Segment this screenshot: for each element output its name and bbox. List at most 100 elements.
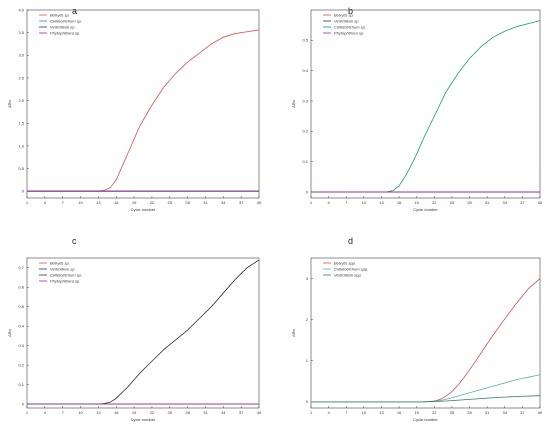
x-tick-label: 4 bbox=[327, 410, 330, 415]
series-line-colletotrichum-spp bbox=[311, 374, 541, 403]
x-axis-label: Cycle number bbox=[131, 417, 156, 422]
y-tick-label: 1.0 bbox=[18, 143, 24, 148]
x-tick-label: 13 bbox=[96, 410, 101, 415]
x-axis-label: Cycle number bbox=[131, 207, 156, 212]
x-axis-label: Cycle number bbox=[413, 207, 438, 212]
chart-panel-d: d 1 4 7 10 13 16 19 22 25 28 31 34 37 40 0 1 2 3 Cycle num… bbox=[291, 236, 543, 422]
x-tick-label: 16 bbox=[114, 200, 119, 205]
panel-label-d: d bbox=[348, 236, 353, 246]
x-tick-label: 31 bbox=[485, 200, 490, 205]
x-tick-label: 16 bbox=[114, 410, 119, 415]
legend-entry: Botrytis sp. bbox=[50, 12, 70, 17]
chart-panel-a: a 1 4 7 10 13 16 19 22 25 28 31 34 37 40 0 0.5 1.0 1.5 2.0… bbox=[7, 6, 262, 212]
legend-entry: Verticillium spp. bbox=[334, 272, 362, 277]
legend-entry: Botrytis sp. bbox=[334, 12, 354, 17]
x-tick-label: 1 bbox=[26, 200, 29, 205]
x-tick-label: 34 bbox=[503, 200, 508, 205]
y-tick-label: 0 bbox=[22, 402, 25, 407]
x-tick-label: 1 bbox=[310, 410, 313, 415]
x-tick-label: 40 bbox=[257, 410, 262, 415]
x-tick-label: 34 bbox=[503, 410, 508, 415]
legend-entry: Verticillium sp. bbox=[334, 18, 360, 23]
x-tick-label: 1 bbox=[310, 200, 313, 205]
y-tick-label: 0.4 bbox=[302, 68, 308, 73]
x-tick-label: 13 bbox=[379, 410, 384, 415]
y-tick-label: 0 bbox=[22, 189, 25, 194]
y-tick-label: 0.7 bbox=[18, 265, 24, 270]
x-tick-label: 28 bbox=[185, 200, 190, 205]
legend-entry: Botrytis sp. bbox=[50, 260, 70, 265]
x-tick-label: 40 bbox=[538, 410, 543, 415]
panel-label-c: c bbox=[72, 236, 77, 246]
x-tick-label: 28 bbox=[467, 200, 472, 205]
plot-frame bbox=[310, 9, 541, 199]
x-tick-label: 19 bbox=[132, 200, 137, 205]
y-tick-label: 1.5 bbox=[18, 121, 24, 126]
y-tick-label: 1 bbox=[306, 358, 309, 363]
y-tick-label: 0.2 bbox=[302, 129, 308, 134]
x-tick-label: 16 bbox=[397, 200, 402, 205]
x-tick-label: 22 bbox=[432, 410, 437, 415]
x-tick-label: 25 bbox=[168, 200, 173, 205]
x-tick-label: 4 bbox=[44, 410, 47, 415]
series-line-colletotrichum-sp bbox=[27, 259, 260, 405]
series-line-botrytis-spp bbox=[311, 278, 541, 403]
y-tick-label: 0.1 bbox=[302, 159, 308, 164]
x-tick-label: 34 bbox=[221, 410, 226, 415]
x-tick-label: 22 bbox=[150, 410, 155, 415]
series-line-colletotrichum-sp bbox=[311, 20, 541, 193]
y-tick-label: 0.6 bbox=[18, 285, 24, 290]
legend-entry: Colletotrichum sp. bbox=[334, 24, 366, 29]
x-tick-label: 7 bbox=[345, 410, 348, 415]
legend-entry: Phytophthora sp. bbox=[50, 278, 80, 283]
plot-frame bbox=[26, 9, 260, 199]
y-tick-label: 3.0 bbox=[18, 53, 24, 58]
x-tick-label: 10 bbox=[362, 410, 367, 415]
x-tick-label: 7 bbox=[62, 200, 65, 205]
x-tick-label: 19 bbox=[414, 410, 419, 415]
series-line-verticillium-spp bbox=[311, 395, 541, 403]
x-tick-label: 28 bbox=[467, 410, 472, 415]
y-tick-label: 0.3 bbox=[302, 98, 308, 103]
y-axis-label: ΔRn bbox=[291, 100, 296, 108]
x-tick-label: 7 bbox=[345, 200, 348, 205]
x-tick-label: 4 bbox=[327, 200, 330, 205]
y-tick-label: 4.0 bbox=[18, 7, 24, 12]
x-tick-label: 16 bbox=[397, 410, 402, 415]
x-tick-label: 40 bbox=[538, 200, 543, 205]
x-tick-label: 37 bbox=[520, 200, 525, 205]
y-tick-label: 0.5 bbox=[302, 38, 308, 43]
x-tick-label: 25 bbox=[450, 410, 455, 415]
y-tick-label: 2.5 bbox=[18, 75, 24, 80]
x-tick-label: 31 bbox=[203, 200, 208, 205]
y-tick-label: 2 bbox=[306, 317, 309, 322]
y-tick-label: 0.3 bbox=[18, 343, 24, 348]
plot-frame bbox=[310, 257, 541, 409]
x-tick-label: 34 bbox=[221, 200, 226, 205]
x-tick-label: 19 bbox=[414, 200, 419, 205]
plot-frame bbox=[26, 257, 260, 409]
x-tick-label: 10 bbox=[362, 200, 367, 205]
y-tick-label: 3 bbox=[306, 276, 309, 281]
panel-label-a: a bbox=[72, 6, 77, 16]
x-tick-label: 22 bbox=[150, 200, 155, 205]
chart-panel-c: c 1 4 7 10 13 16 19 22 25 28 31 34 37 40 0 0.1 0.2 0.3 0.4… bbox=[7, 236, 262, 422]
x-tick-label: 28 bbox=[185, 410, 190, 415]
y-tick-label: 0 bbox=[306, 399, 309, 404]
legend-entry: Verticillium sp. bbox=[50, 266, 76, 271]
x-axis-label: Cycle number bbox=[413, 417, 438, 422]
legend-entry: Verticillium sp. bbox=[50, 24, 76, 29]
x-tick-label: 1 bbox=[26, 410, 29, 415]
x-tick-label: 13 bbox=[96, 200, 101, 205]
series-line-botrytis-sp bbox=[27, 29, 260, 192]
y-axis-label: ΔRn bbox=[7, 100, 12, 108]
y-tick-label: 2.0 bbox=[18, 98, 24, 103]
legend-entry: Colletotrichum sp. bbox=[50, 272, 82, 277]
y-tick-label: 0.1 bbox=[18, 382, 24, 387]
y-axis-label: ΔRn bbox=[7, 329, 12, 337]
legend-entry: Phytophthora sp. bbox=[50, 30, 80, 35]
x-tick-label: 40 bbox=[257, 200, 262, 205]
x-tick-label: 13 bbox=[379, 200, 384, 205]
y-tick-label: 0.4 bbox=[18, 324, 24, 329]
